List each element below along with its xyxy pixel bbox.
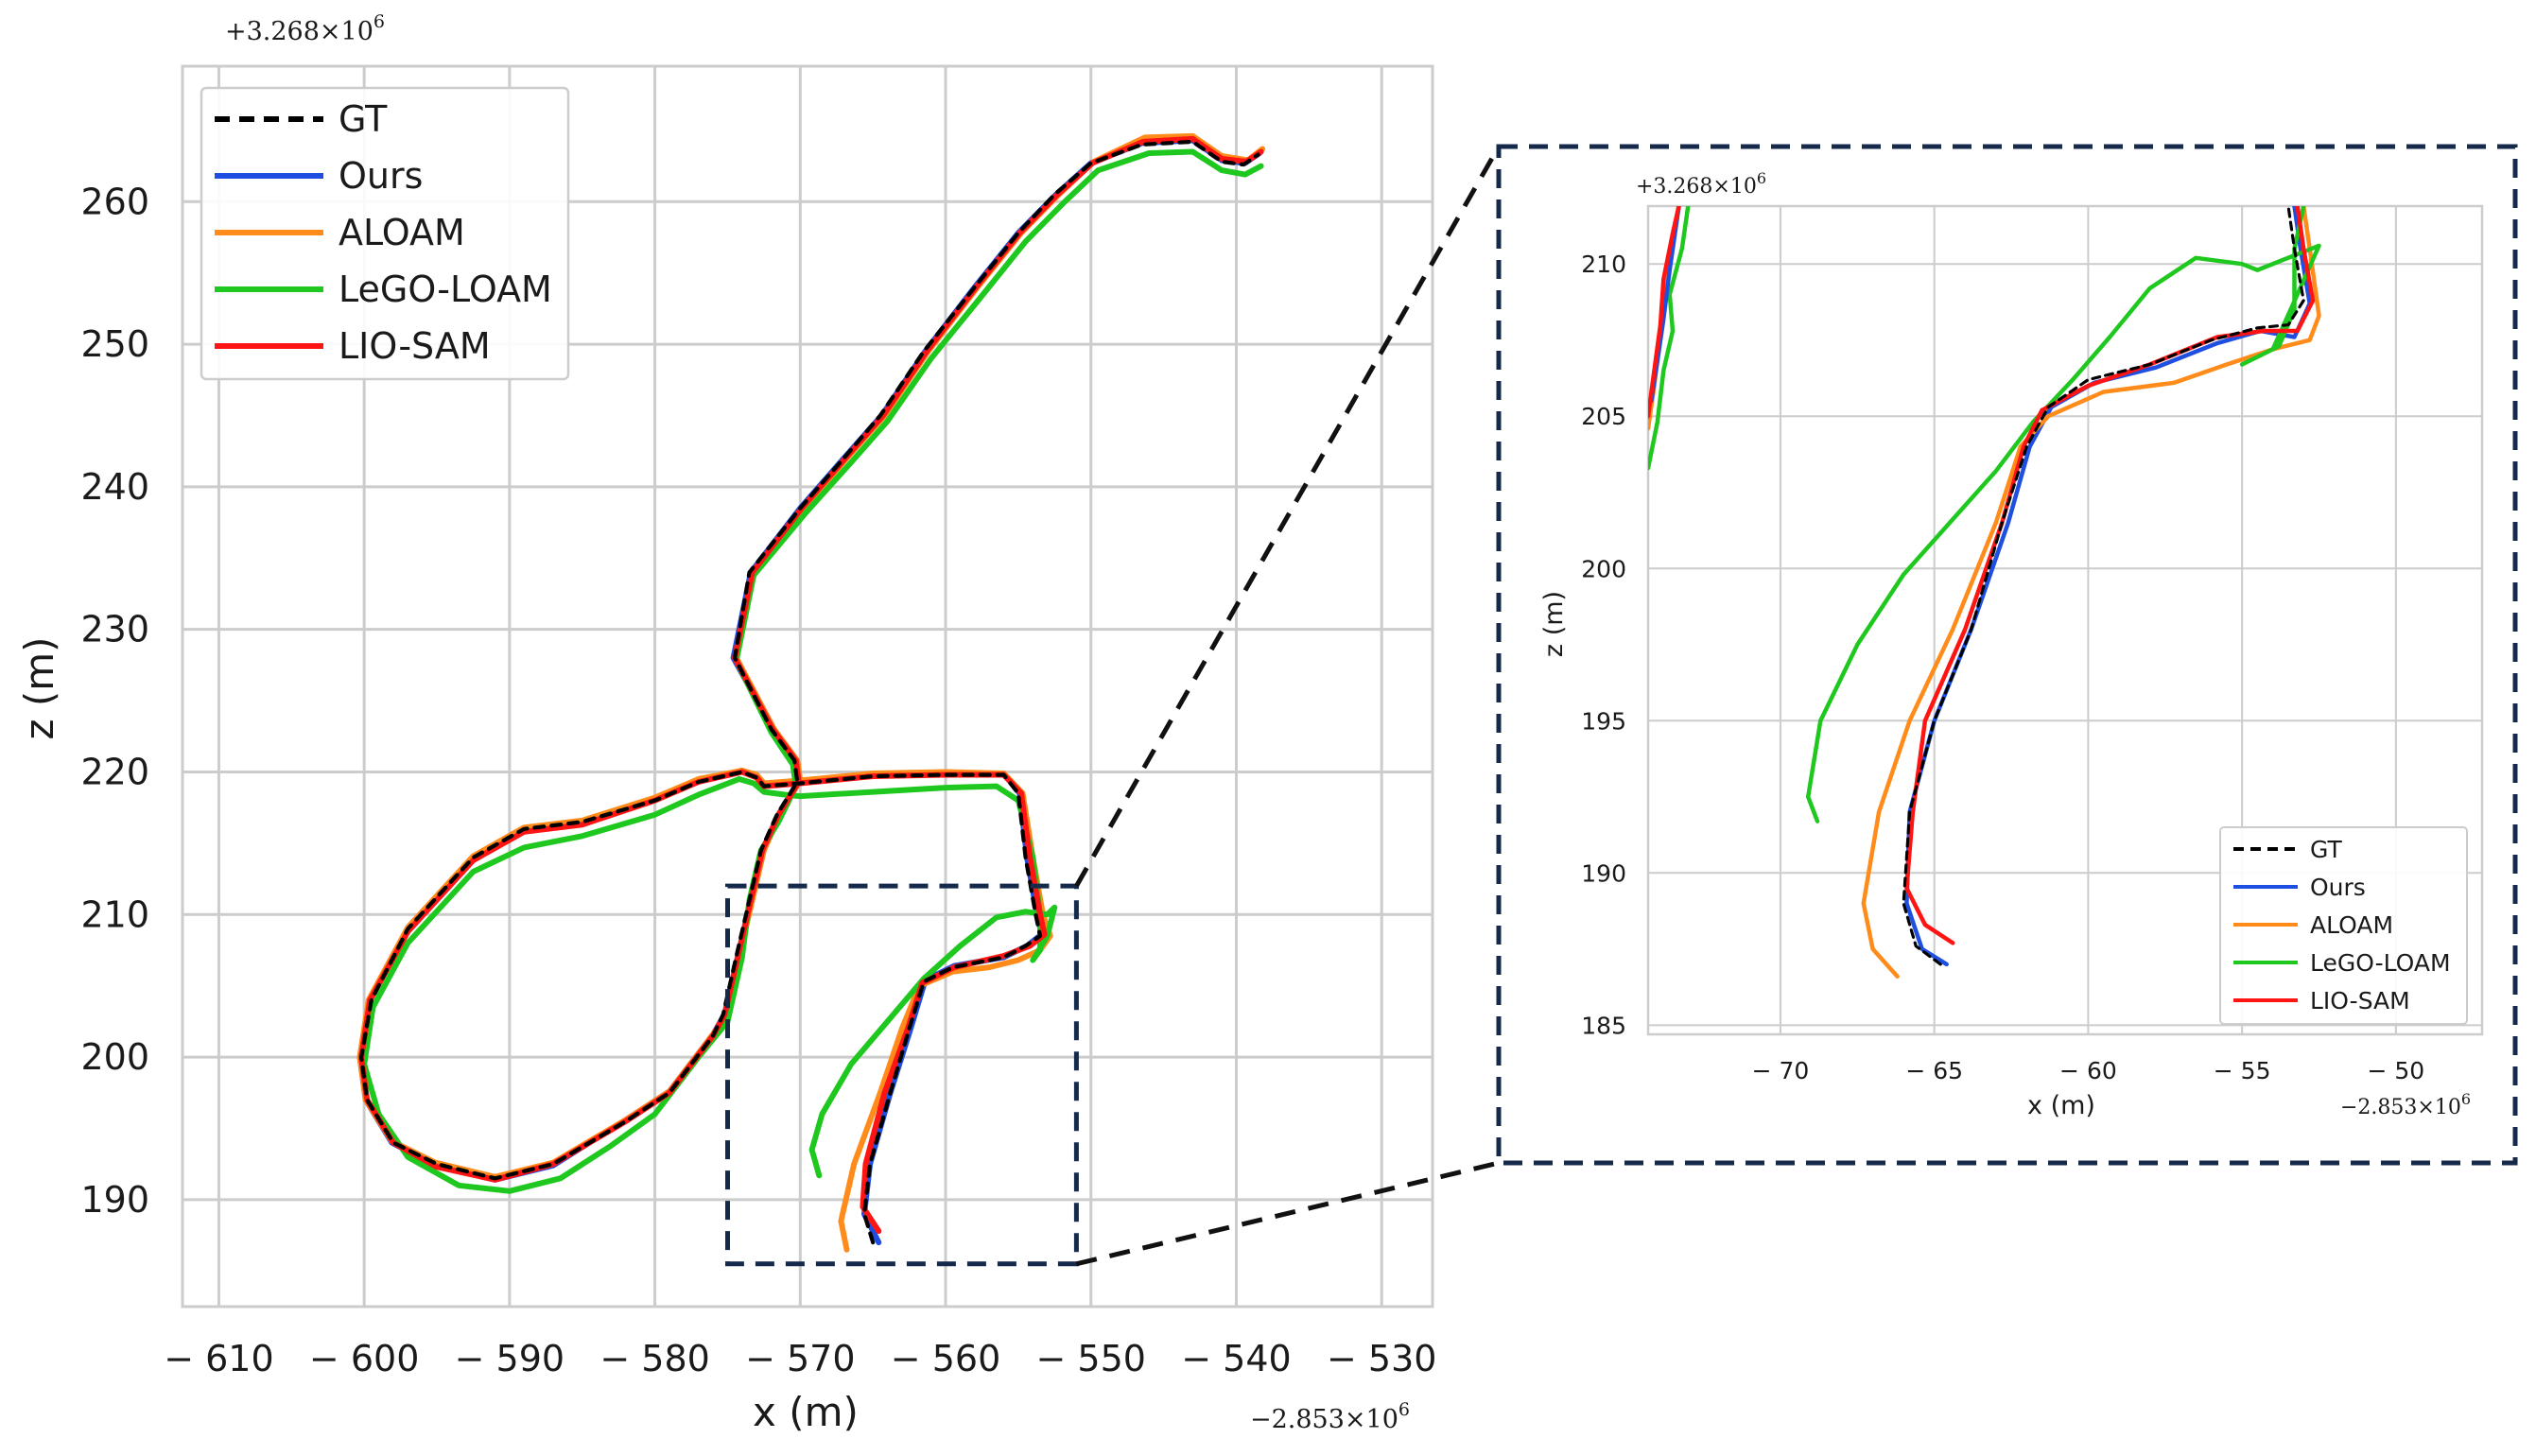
inset-x-axis-label: x (m) (2027, 1091, 2095, 1120)
main-x-tick-label: − 570 (745, 1338, 855, 1379)
inset-grid (1648, 206, 2482, 1034)
main-y-tick-label: 250 (80, 323, 149, 365)
main-series (356, 132, 1266, 1253)
inset-legend-label: GT (2310, 836, 2342, 863)
main-y-tick-label: 200 (80, 1036, 149, 1078)
main-legend-label: GT (339, 98, 388, 140)
main-plot: − 610 − 600 − 590 − 580 − 570 − 560 − 550 − 540… (16, 11, 1436, 1435)
main-series-lio-sam (358, 135, 1264, 1235)
main-series-lego-loam (361, 148, 1264, 1194)
inset-axes-frame (1646, 204, 2484, 1036)
inset-series-segment-8 (1648, 206, 1681, 419)
inset-y-tick-label: 210 (1581, 251, 1626, 278)
main-y-tick-label: 230 (80, 609, 149, 650)
main-y-tick-label: 240 (80, 466, 149, 508)
main-y-tick-label: 210 (80, 893, 149, 935)
inset-series (1648, 206, 2321, 979)
inset-legend-label: Ours (2310, 874, 2366, 901)
main-legend-label: ALOAM (339, 212, 465, 253)
inset-series-lio-sam (1904, 206, 2316, 945)
main-axes-frame (181, 64, 1434, 1309)
main-legend-frame (200, 86, 570, 381)
inset-x-tick-label: − 65 (1905, 1057, 1963, 1084)
inset-y-axis-label: z (m) (1539, 591, 1569, 657)
inset-plot: − 70− 65− 60− 55− 50 185190195200205210 … (1496, 144, 2518, 1166)
inset-series-segment-5 (1648, 206, 1691, 471)
main-x-tick-labels: − 610 − 600 − 590 − 580 − 570 − 560 − 550 − 540… (164, 1338, 1436, 1379)
inset-x-tick-labels: − 70 − 65 − 60 − 55 − 50 (1752, 1057, 2425, 1084)
main-y-tick-label: 220 (80, 751, 149, 792)
inset-y-tick-label: 185 (1581, 1012, 1626, 1039)
inset-legend: GT Ours ALOAM LeGO-LOAM LIO-SAM (2219, 826, 2468, 1025)
main-x-tick-label: − 540 (1181, 1338, 1291, 1379)
zoom-connector-bottom (1075, 1160, 1500, 1267)
main-legend-label: Ours (339, 155, 423, 197)
main-x-offset: −2.853×106 (1250, 1399, 1410, 1434)
inset-y-tick-label: 200 (1581, 555, 1626, 582)
main-x-tick-label: − 580 (599, 1338, 709, 1379)
main-legend-label: LeGO-LOAM (339, 269, 552, 310)
inset-legend-label: ALOAM (2310, 911, 2393, 939)
inset-x-offset: −2.853×106 (2340, 1090, 2471, 1119)
inset-legend-frame (2219, 826, 2468, 1025)
main-x-tick-label: − 610 (164, 1338, 273, 1379)
inset-series-gt (1902, 206, 2305, 966)
main-y-tick-label: 260 (80, 181, 149, 222)
inset-series-aloam (1861, 206, 2321, 979)
inset-y-tick-label: 190 (1581, 859, 1626, 887)
main-grid (182, 66, 1433, 1307)
main-y-tick-labels: 190 200 210 220 230 240 250 260 (80, 181, 149, 1221)
main-legend-label: LIO-SAM (339, 325, 491, 367)
main-y-offset: +3.268×106 (225, 11, 385, 46)
inset-y-tick-labels: 185 190 195 200 205 210 (1581, 251, 1626, 1039)
main-y-axis-label: z (m) (16, 636, 62, 739)
inset-legend-label: LeGO-LOAM (2310, 949, 2451, 977)
inset-y-tick-label: 195 (1581, 707, 1626, 735)
main-x-tick-label: − 560 (891, 1338, 1000, 1379)
inset-legend-label: LIO-SAM (2310, 987, 2410, 1014)
inset-x-tick-label: − 50 (2368, 1057, 2425, 1084)
inset-x-tick-label: − 55 (2214, 1057, 2271, 1084)
inset-x-tick-label: − 70 (1752, 1057, 1810, 1084)
inset-series-lego-loam (1805, 206, 2321, 823)
main-x-tick-label: − 530 (1327, 1338, 1436, 1379)
main-y-tick-label: 190 (80, 1179, 149, 1221)
inset-y-offset: +3.268×106 (1636, 169, 1766, 199)
inset-x-tick-label: − 60 (2059, 1057, 2117, 1084)
zoom-connector-top (1074, 145, 1502, 888)
main-x-tick-label: − 550 (1036, 1338, 1146, 1379)
main-legend: GT Ours ALOAM LeGO-LOAM LIO-SAM (200, 86, 570, 381)
main-x-tick-label: − 590 (455, 1338, 565, 1379)
main-x-tick-label: − 600 (309, 1338, 419, 1379)
zoom-region-box (725, 883, 1079, 1267)
main-x-axis-label: x (m) (753, 1389, 859, 1435)
inset-y-tick-label: 205 (1581, 403, 1626, 430)
main-series-gt (359, 139, 1260, 1245)
